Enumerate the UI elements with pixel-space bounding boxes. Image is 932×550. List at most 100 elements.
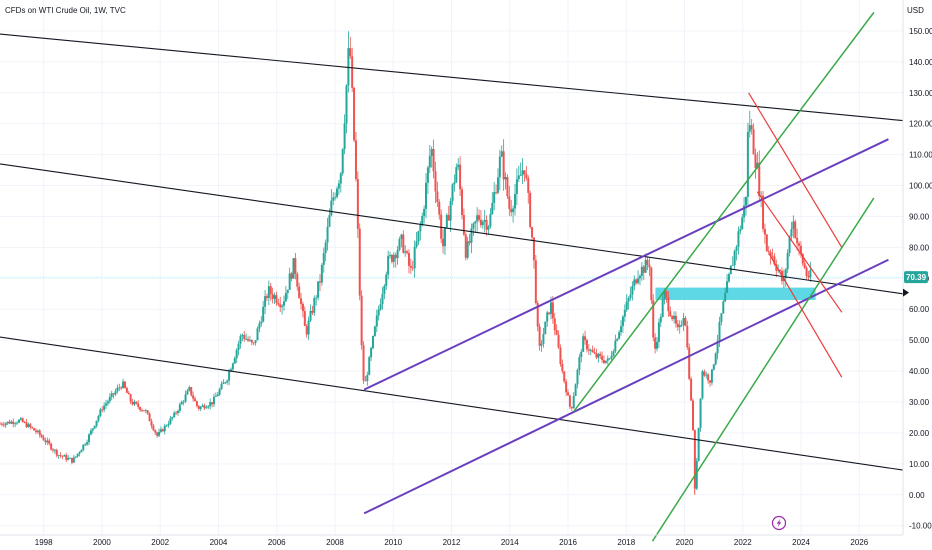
candle-body — [108, 396, 111, 402]
candle-body — [485, 219, 488, 230]
candle-body — [87, 434, 90, 443]
candle-body — [741, 217, 744, 230]
candle-body — [479, 219, 482, 226]
candle-body — [269, 286, 272, 295]
trendline-green[interactable] — [651, 197, 875, 542]
candle-body — [468, 241, 471, 243]
candle-body — [718, 321, 721, 341]
candle-body — [445, 215, 448, 228]
candle-body — [135, 401, 138, 404]
candle-body — [557, 334, 560, 348]
candle-body — [570, 406, 573, 409]
trendline-purple[interactable] — [363, 258, 889, 515]
candle-body — [14, 423, 17, 425]
candle-body — [163, 425, 166, 432]
candle-body — [351, 56, 354, 88]
candle-body — [436, 191, 439, 202]
candle-body — [362, 345, 365, 381]
candle-body — [318, 281, 321, 283]
y-tick-label: 140.00 — [909, 58, 932, 67]
candle-body — [512, 208, 515, 213]
candle-body — [80, 449, 83, 453]
candle-body — [142, 410, 145, 412]
candle-body — [46, 440, 49, 443]
candle-body — [34, 430, 37, 433]
x-tick-label: 2024 — [792, 538, 810, 547]
candle-body — [438, 201, 441, 215]
candle-body — [546, 312, 549, 322]
candle-body — [460, 189, 463, 216]
candle-body — [799, 245, 802, 255]
candle-body — [283, 301, 286, 306]
candle-body — [84, 444, 87, 446]
candle-body — [305, 326, 308, 335]
candle-body — [6, 421, 9, 424]
trendline-red[interactable] — [768, 253, 843, 378]
candle-body — [440, 214, 443, 239]
candle-body — [243, 334, 246, 340]
trendline-black[interactable] — [0, 336, 904, 471]
candle-body — [442, 238, 445, 247]
candle-body — [667, 297, 670, 312]
candle-body — [656, 341, 659, 349]
candle-body — [515, 179, 518, 195]
x-tick-label: 2014 — [501, 538, 519, 547]
candle-body — [521, 170, 524, 176]
candle-body — [250, 339, 253, 343]
candle-body — [493, 192, 496, 204]
candle-body — [695, 460, 698, 489]
candle-body — [182, 401, 185, 403]
candle-body — [419, 224, 422, 232]
candle-body — [201, 405, 204, 407]
candle-body — [733, 250, 736, 266]
lightning-icon[interactable] — [771, 515, 787, 531]
candle-body — [669, 311, 672, 317]
price-pointer-icon[interactable] — [903, 288, 909, 297]
candle-body — [322, 253, 325, 265]
candle-body — [457, 164, 460, 168]
candle-body — [343, 123, 346, 150]
candle-body — [247, 339, 250, 341]
currency-label[interactable]: USD — [907, 6, 924, 15]
candle-body — [356, 179, 359, 229]
trendline-green[interactable] — [573, 11, 875, 412]
candle-body — [205, 407, 208, 409]
candle-body — [737, 231, 740, 247]
candle-body — [38, 430, 41, 435]
candle-body — [553, 318, 556, 331]
support-zone — [655, 287, 816, 300]
candle-body — [729, 265, 732, 275]
candle-body — [70, 457, 73, 463]
trendline-black[interactable] — [0, 163, 904, 295]
candle-body — [691, 400, 694, 431]
candle-body — [317, 281, 320, 298]
candle-body — [203, 405, 206, 409]
trendline-red[interactable] — [756, 191, 843, 313]
candle-body — [370, 348, 373, 358]
candle-body — [459, 164, 462, 190]
trendlines[interactable] — [0, 11, 904, 542]
candle-body — [358, 228, 361, 296]
candle-body — [426, 167, 429, 183]
candle-body — [190, 387, 193, 396]
candle-body — [233, 358, 236, 364]
candle-body — [510, 208, 513, 213]
trendline-black[interactable] — [0, 33, 904, 122]
candle-body — [311, 310, 314, 313]
chart-title: CFDs on WTI Crude Oil, 1W, TVC — [5, 6, 126, 15]
candle-body — [229, 369, 232, 372]
candle-body — [654, 337, 657, 349]
candle-body — [404, 251, 407, 253]
trendline-red[interactable] — [748, 92, 843, 248]
candle-body — [328, 215, 331, 227]
candle-body — [525, 174, 528, 179]
candle-body — [141, 410, 144, 411]
candle-body — [40, 434, 43, 438]
candle-body — [315, 297, 318, 299]
candle-body — [690, 378, 693, 401]
candle-body — [534, 260, 537, 303]
candle-body — [267, 286, 270, 299]
candle-body — [425, 182, 428, 209]
x-tick-label: 2022 — [734, 538, 752, 547]
